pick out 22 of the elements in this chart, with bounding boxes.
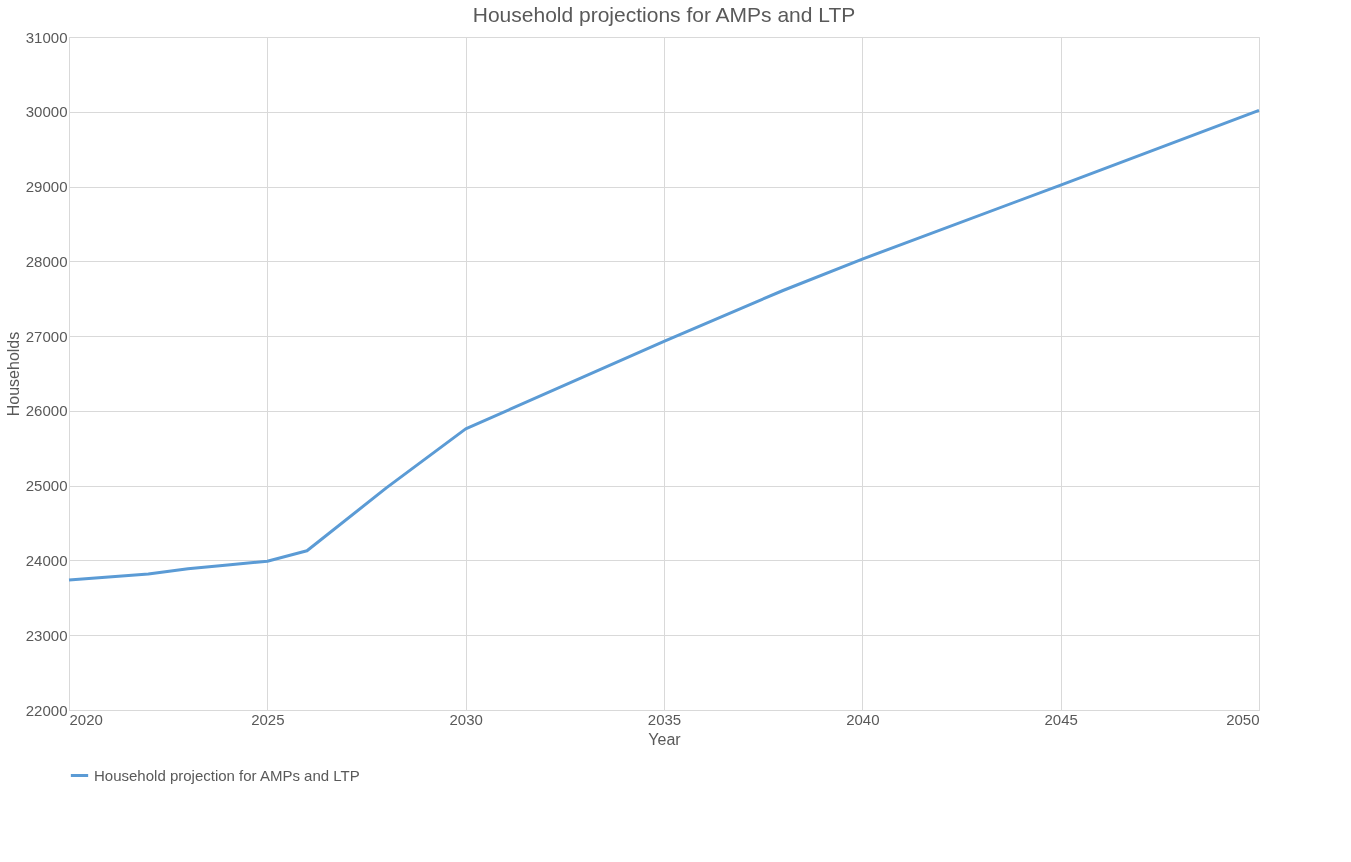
x-tick-label: 2035: [647, 710, 682, 728]
y-tick-label: 29000: [25, 178, 68, 196]
y-tick-label: 30000: [25, 103, 68, 121]
legend-label: Household projection for AMPs and LTP: [94, 766, 360, 784]
chart-title: Household projections for AMPs and LTP: [472, 3, 856, 26]
line-series: [67, 108, 1261, 582]
x-tick-label: 2045: [1044, 710, 1078, 728]
y-axis-title: Households: [4, 331, 22, 417]
x-tick-label: 2030: [449, 710, 483, 728]
y-tick-label: 23000: [25, 626, 68, 644]
x-tick-label: 2025: [251, 710, 285, 728]
y-tick-label: 22000: [25, 701, 68, 719]
x-tick-label: 2040: [846, 710, 880, 728]
y-tick-label: 31000: [25, 28, 68, 46]
x-tick-label: 2050: [1226, 710, 1260, 728]
y-tick-label: 27000: [25, 327, 68, 345]
y-tick-label: 28000: [25, 252, 68, 270]
x-axis-title: Year: [648, 730, 682, 748]
y-tick-label: 25000: [25, 477, 68, 495]
x-tick-label: 2020: [69, 710, 103, 728]
y-tick-label: 26000: [25, 402, 68, 420]
y-tick-label: 24000: [25, 551, 68, 569]
